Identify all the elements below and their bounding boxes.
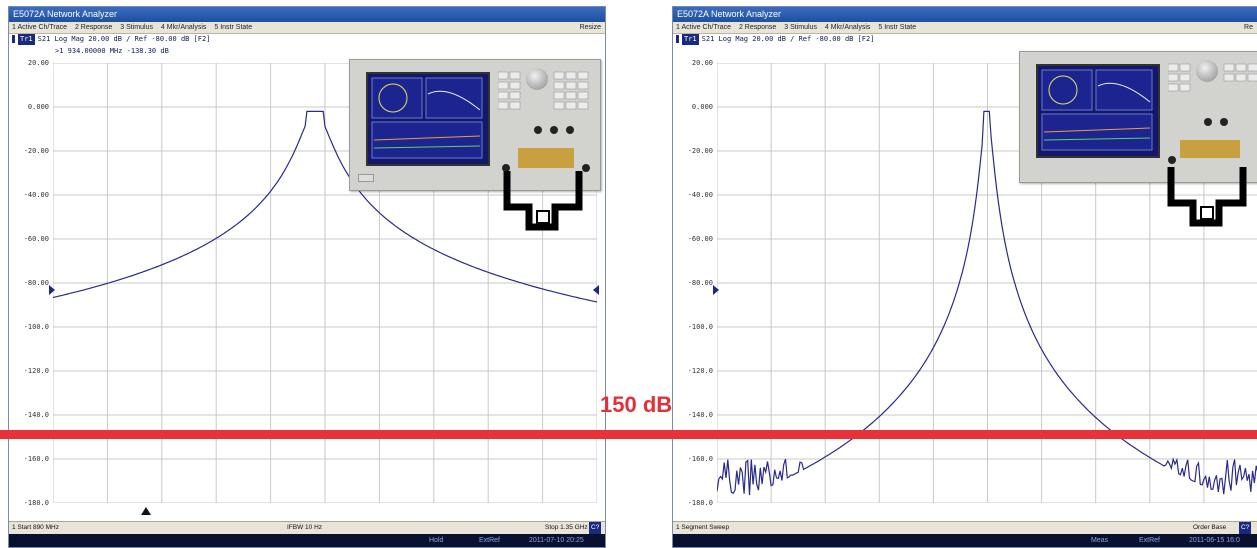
- y-tick-label: -180.0: [23, 499, 49, 507]
- channel-indicator: [12, 35, 15, 43]
- y-tick-label: -20.00: [687, 147, 713, 155]
- s21-trace: [717, 110, 1257, 496]
- y-tick-label: 0.000: [27, 103, 49, 111]
- trace-info-line: Tr1 S21 Log Mag 20.00 dB / Ref -80.00 dB …: [673, 34, 1257, 45]
- marker-readout: >1 934.00000 MHz -138.30 dB: [55, 47, 169, 55]
- start-frequency[interactable]: 1 Start 890 MHz: [12, 524, 59, 531]
- y-tick-label: -120.0: [687, 367, 713, 375]
- trace-info-line: Tr1 S21 Log Mag 20.00 dB / Ref -80.00 dB …: [9, 34, 605, 45]
- dynamic-range-label: 150 dB: [600, 392, 673, 417]
- trace-tag[interactable]: Tr1: [682, 34, 699, 45]
- channel-button[interactable]: C?: [1239, 522, 1252, 534]
- y-tick-label: 20.00: [27, 59, 49, 67]
- stop-frequency[interactable]: Stop 1.35 GHz: [545, 524, 588, 531]
- y-tick-label: -140.0: [23, 411, 49, 419]
- noise-floor-reference-line: [0, 430, 1257, 439]
- y-tick-label: -180.0: [687, 499, 713, 507]
- y-tick-label: -160.0: [23, 455, 49, 463]
- menu-response[interactable]: 2 Response: [74, 24, 113, 31]
- instrument-screen: [366, 72, 490, 166]
- y-tick-label: -80.00: [687, 279, 713, 287]
- menu-response[interactable]: 2 Response: [738, 24, 777, 31]
- sweep-type[interactable]: 1 Segment Sweep: [676, 524, 730, 531]
- instrument-knob: [1196, 60, 1218, 82]
- channel-indicator: [676, 35, 679, 43]
- right-analyzer-window: E5072A Network Analyzer 1 Active Ch/Trac…: [672, 6, 1257, 548]
- y-tick-label: -40.00: [23, 191, 49, 199]
- y-tick-label: -100.0: [23, 323, 49, 331]
- menu-active-ch-trace[interactable]: 1 Active Ch/Trace: [12, 24, 67, 31]
- cable-loop-graphic: [503, 171, 583, 231]
- trace-settings: S21 Log Mag 20.00 dB / Ref -80.00 dB [F2…: [37, 35, 211, 43]
- ref-level-marker-left[interactable]: [713, 285, 721, 295]
- instrument-screen: [1036, 64, 1160, 158]
- menu-instr-state[interactable]: 5 Instr State: [878, 24, 917, 31]
- trace-tag[interactable]: Tr1: [18, 34, 35, 45]
- ref-level-marker-right[interactable]: [593, 285, 601, 295]
- y-tick-label: -40.00: [687, 191, 713, 199]
- ref-level-marker-left[interactable]: [49, 285, 57, 295]
- window-title: E5072A Network Analyzer: [673, 7, 1257, 22]
- menu-instr-state[interactable]: 5 Instr State: [214, 24, 253, 31]
- network-analyzer-image: [349, 59, 601, 191]
- menu-active-ch-trace[interactable]: 1 Active Ch/Trace: [676, 24, 731, 31]
- y-tick-label: -60.00: [687, 235, 713, 243]
- footer-bar: Hold ExtRef 2011-07-10 20:25: [9, 534, 605, 547]
- order-base[interactable]: Order Base: [1193, 524, 1227, 531]
- trace-settings: S21 Log Mag 20.00 dB / Ref -80.00 dB [F2…: [701, 35, 875, 43]
- y-tick-label: -60.00: [23, 235, 49, 243]
- screen-traces: [1041, 69, 1153, 151]
- instrument-knob: [526, 68, 548, 90]
- channel-button[interactable]: C?: [589, 522, 602, 534]
- screen-traces: [371, 77, 483, 159]
- menu-stimulus[interactable]: 3 Stimulus: [120, 24, 153, 31]
- status-bar: 1 Segment Sweep Order Base C?: [673, 521, 1257, 534]
- menu-bar: 1 Active Ch/Trace 2 Response 3 Stimulus …: [9, 22, 605, 34]
- y-tick-label: -80.00: [23, 279, 49, 287]
- hold-indicator: Hold: [429, 537, 444, 544]
- y-tick-label: -20.00: [23, 147, 49, 155]
- instrument-keypad: [498, 71, 590, 172]
- status-bar: 1 Start 890 MHz IFBW 10 Hz Stop 1.35 GHz…: [9, 521, 605, 534]
- menu-mkr-analysis[interactable]: 4 Mkr/Analysis: [824, 24, 871, 31]
- footer-bar: Meas ExtRef 2011-06-15 16:0: [673, 534, 1257, 547]
- resize-button[interactable]: Re: [1244, 24, 1253, 31]
- left-analyzer-window: E5072A Network Analyzer 1 Active Ch/Trac…: [8, 6, 606, 548]
- resize-button[interactable]: Resize: [579, 24, 601, 31]
- cable-loop-graphic: [1167, 167, 1247, 227]
- extref-indicator: ExtRef: [479, 537, 501, 544]
- menu-mkr-analysis[interactable]: 4 Mkr/Analysis: [160, 24, 207, 31]
- menu-bar: 1 Active Ch/Trace 2 Response 3 Stimulus …: [673, 22, 1257, 34]
- instrument-keypad: [1168, 63, 1257, 164]
- timestamp: 2011-07-10 20:25: [529, 537, 584, 544]
- menu-stimulus[interactable]: 3 Stimulus: [784, 24, 817, 31]
- timestamp: 2011-06-15 16:0: [1189, 537, 1240, 544]
- y-tick-label: -120.0: [23, 367, 49, 375]
- if-bandwidth[interactable]: IFBW 10 Hz: [287, 524, 323, 531]
- y-tick-label: -100.0: [687, 323, 713, 331]
- y-tick-label: -140.0: [687, 411, 713, 419]
- meas-indicator: Meas: [1091, 537, 1109, 544]
- y-tick-label: -160.0: [687, 455, 713, 463]
- network-analyzer-image: [1019, 51, 1257, 183]
- y-tick-label: 20.00: [691, 59, 713, 67]
- power-switch: [358, 174, 374, 182]
- y-tick-label: 0.000: [691, 103, 713, 111]
- marker-1-triangle[interactable]: [141, 507, 151, 515]
- s21-trace: [53, 110, 597, 303]
- window-title: E5072A Network Analyzer: [9, 7, 605, 22]
- extref-indicator: ExtRef: [1139, 537, 1161, 544]
